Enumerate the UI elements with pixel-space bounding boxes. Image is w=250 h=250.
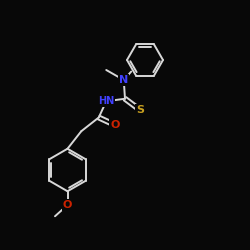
Text: O: O	[63, 200, 72, 210]
Text: S: S	[136, 105, 144, 115]
Text: HN: HN	[98, 96, 114, 106]
Text: O: O	[110, 120, 120, 130]
Text: N: N	[119, 75, 128, 85]
